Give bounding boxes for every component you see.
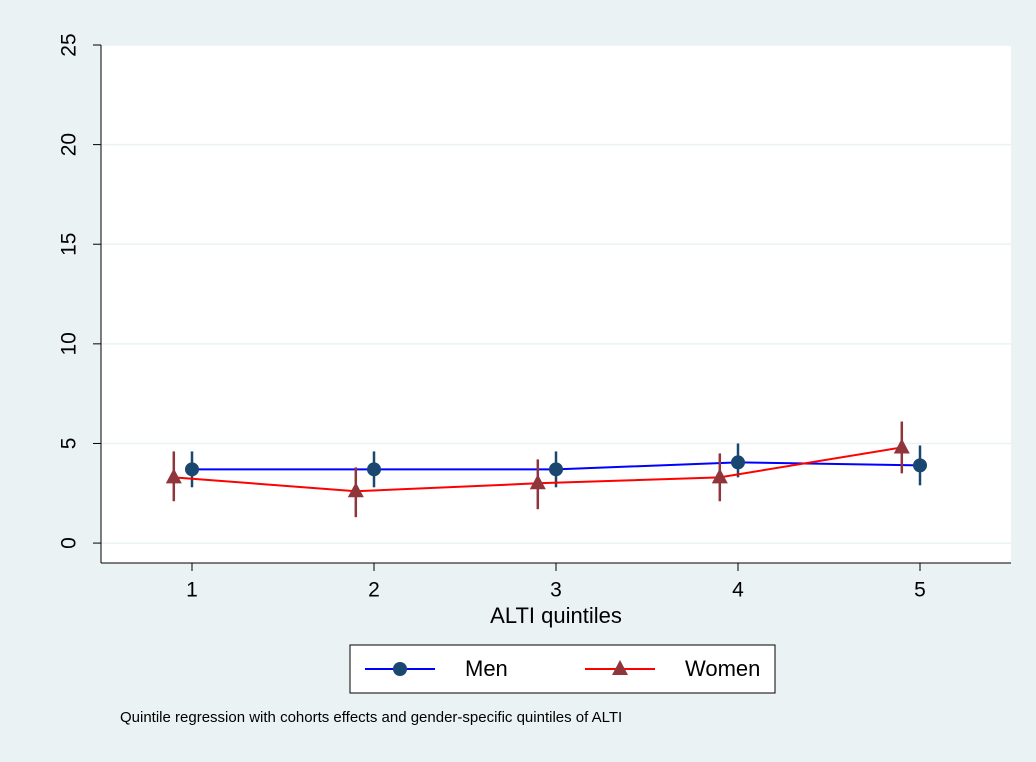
data-point xyxy=(549,462,563,477)
data-point xyxy=(731,455,745,470)
y-tick-label: 25 xyxy=(58,33,81,56)
data-point xyxy=(185,462,199,477)
y-tick-label: 20 xyxy=(58,133,81,156)
x-tick-label: 4 xyxy=(732,579,744,602)
y-tick-label: 5 xyxy=(58,438,81,450)
data-point xyxy=(529,474,546,490)
y-tick-label: 15 xyxy=(58,233,81,256)
y-tick-label: 0 xyxy=(58,537,81,549)
data-point xyxy=(165,468,182,484)
note: Quintile regression with cohorts effects… xyxy=(120,709,622,726)
x-tick-label: 5 xyxy=(914,579,926,602)
x-axis-label: ALTI quintiles xyxy=(490,603,622,628)
legend-marker xyxy=(612,660,628,675)
data-point xyxy=(711,468,728,484)
data-point xyxy=(913,458,927,473)
y-tick-label: 10 xyxy=(58,332,81,355)
data-point xyxy=(347,482,364,498)
legend-label: Men xyxy=(465,656,508,681)
legend-label: Women xyxy=(685,656,760,681)
legend-marker xyxy=(393,662,407,676)
data-point xyxy=(893,438,910,454)
data-point xyxy=(367,462,381,477)
x-tick-label: 2 xyxy=(368,579,380,602)
x-tick-label: 3 xyxy=(550,579,562,602)
x-tick-label: 1 xyxy=(186,579,198,602)
